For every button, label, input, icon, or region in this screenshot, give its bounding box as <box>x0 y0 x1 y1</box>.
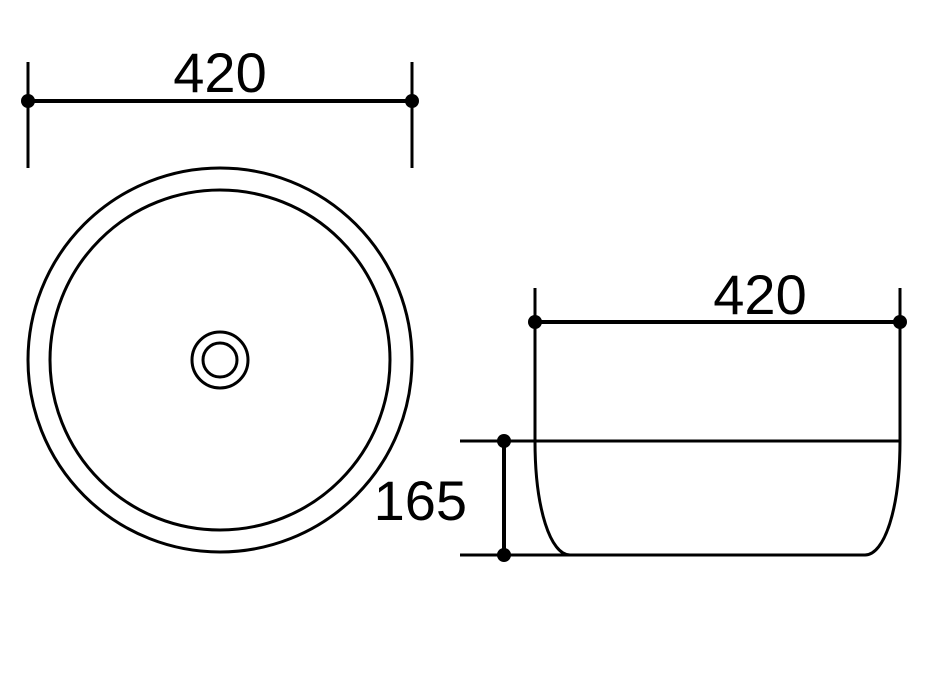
drain-inner-circle <box>203 343 237 377</box>
basin-outer-circle <box>28 168 412 552</box>
top-width-label: 420 <box>173 41 266 104</box>
arrow-dot-left <box>528 315 542 329</box>
arrow-dot-bottom <box>497 548 511 562</box>
arrow-dot-right <box>405 94 419 108</box>
side-view: 420 165 <box>374 263 907 562</box>
side-width-label: 420 <box>713 263 806 326</box>
arrow-dot-right <box>893 315 907 329</box>
side-width-dimension: 420 <box>528 263 907 441</box>
technical-drawing: 420 420 165 <box>0 0 928 686</box>
arrow-dot-left <box>21 94 35 108</box>
top-view: 420 <box>21 41 419 552</box>
drain-outer-circle <box>192 332 248 388</box>
basin-inner-circle <box>50 190 390 530</box>
basin-profile <box>535 441 900 555</box>
side-height-label: 165 <box>374 469 467 532</box>
arrow-dot-top <box>497 434 511 448</box>
top-width-dimension: 420 <box>21 41 419 168</box>
